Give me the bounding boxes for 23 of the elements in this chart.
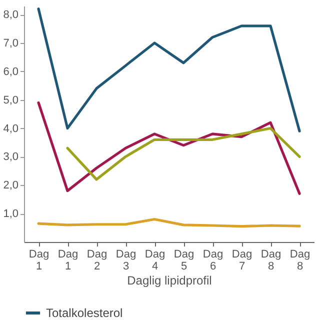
x-tick-label: Dag 8: [290, 248, 310, 272]
x-tick-label: Dag 7: [232, 248, 252, 272]
y-tick-label: 2,0: [3, 180, 18, 192]
y-tick-label: 8,0: [3, 9, 18, 22]
x-axis-title: Daglig lipidprofil: [127, 274, 212, 288]
y-tick-label: 4,0: [3, 122, 18, 135]
x-tick-label: Dag 1: [58, 248, 78, 272]
y-tick-label: 1,0: [3, 208, 18, 220]
y-tick-label: 6,0: [3, 66, 18, 78]
x-tick-label: Dag 6: [202, 248, 224, 272]
line-series: [37, 218, 301, 228]
x-tick-label: Dag 3: [116, 248, 136, 272]
y-tick-label: 7,0: [3, 37, 18, 50]
x-tick-label: Dag 1: [28, 248, 50, 272]
x-tick-label: Dag 8: [260, 248, 282, 272]
line-series: [66, 126, 301, 181]
x-tick-label: Dag 5: [174, 248, 194, 272]
x-tick-label: Dag 4: [144, 248, 166, 272]
line-series: [37, 8, 301, 132]
legend-label: Totalkolesterol: [46, 306, 123, 320]
y-tick-label: 5,0: [3, 94, 18, 106]
y-tick-label: 3,0: [3, 151, 18, 164]
x-tick-label: Dag 2: [86, 248, 108, 272]
